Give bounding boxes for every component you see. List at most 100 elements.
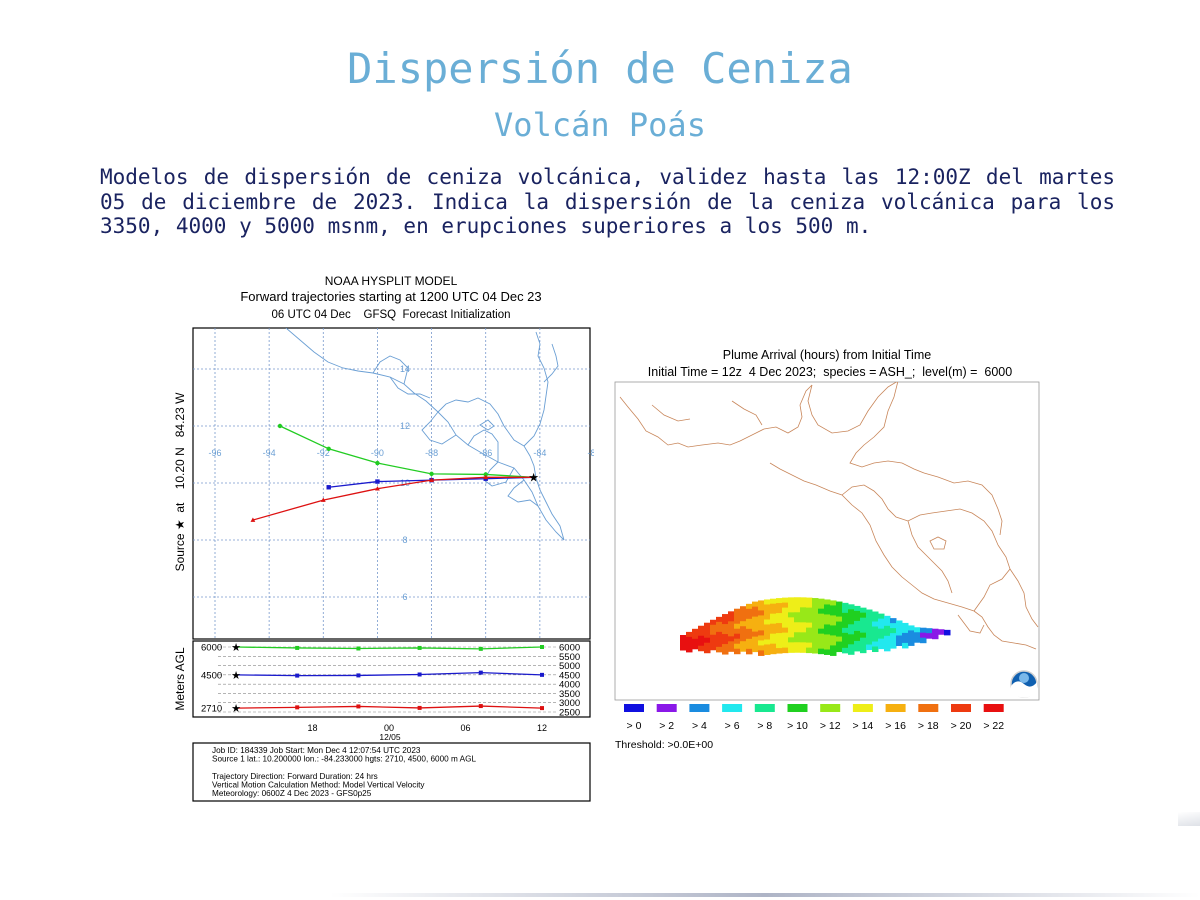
trajectory-marker [429, 477, 434, 482]
plume-cell [734, 648, 741, 655]
right-level-label: 2500 [559, 708, 580, 719]
plume-cell [716, 616, 723, 623]
plume-cell [770, 628, 777, 635]
date-label: 12/05 [379, 732, 401, 742]
lon-label: -92 [317, 448, 330, 458]
plume-cell [782, 602, 789, 609]
plume-cell [836, 636, 843, 643]
plume-cell [740, 621, 747, 627]
plume-cell [728, 626, 735, 632]
plume-cell [758, 615, 765, 621]
plume-cell [800, 602, 807, 608]
plume-cell [884, 630, 891, 637]
plume-cell [758, 605, 765, 611]
plume-cell [800, 597, 807, 603]
plume-cell [734, 628, 741, 635]
plume-cell [884, 645, 891, 652]
plume-cell [854, 610, 861, 617]
plume-cell [806, 627, 813, 634]
plume-cell [878, 633, 885, 640]
plume-cell [854, 615, 861, 622]
plume-cell [902, 637, 909, 644]
legend-swatch [754, 704, 775, 712]
plume-cell [740, 631, 747, 637]
height-star-icon: ★ [231, 703, 241, 715]
plume-coastline [619, 382, 1039, 650]
lon-label: -90 [371, 448, 384, 458]
plume-cell [782, 647, 789, 654]
plume-cell [680, 645, 687, 651]
plume-cell [848, 644, 855, 650]
plume-cell [818, 648, 825, 655]
plume-cell [854, 605, 861, 612]
plume-cell [764, 609, 771, 615]
plume-cell [884, 615, 891, 622]
plume-cell [758, 600, 765, 606]
plume-cell [860, 647, 867, 654]
plume-cell [746, 623, 753, 630]
plume-cell [812, 623, 819, 629]
plume-cell [836, 621, 843, 628]
plume-cell [848, 639, 855, 645]
lon-label: -94 [263, 448, 276, 458]
plume-cell [812, 608, 819, 614]
plume-cell [728, 611, 735, 617]
plume-cell [776, 608, 783, 614]
plume-cell [752, 626, 759, 633]
map-content [193, 328, 590, 639]
plume-cell [806, 602, 813, 609]
plume-cell [782, 627, 789, 634]
lat-label: 8 [402, 535, 407, 545]
plume-cell [872, 646, 879, 653]
plume-cell [764, 644, 771, 650]
plume-cell [782, 622, 789, 629]
plume-cell [776, 598, 783, 604]
plume-cell [860, 637, 867, 644]
plume-cell [884, 625, 891, 632]
plume-cell [824, 614, 831, 620]
plume-cell [788, 612, 795, 618]
trajectory-marker [483, 472, 488, 477]
plume-cell [836, 611, 843, 618]
plume-cell [848, 619, 855, 625]
plume-cell [848, 609, 855, 615]
legend-label: > 18 [918, 720, 939, 732]
plume-cell [764, 639, 771, 645]
plume-cell [932, 633, 939, 640]
plume-cell [782, 637, 789, 644]
plume-cell [830, 620, 837, 626]
plume-cell [860, 612, 867, 619]
plume-cell [758, 620, 765, 626]
plume-cell [914, 627, 921, 633]
noaa-logo [1010, 670, 1038, 698]
left-level-label: 4500 [201, 670, 222, 681]
plume-cell [908, 630, 915, 636]
plume-cell [728, 641, 735, 647]
plume-cell [770, 613, 777, 620]
plume-cell [830, 625, 837, 631]
plume-cell [692, 628, 699, 635]
plume-cell [866, 629, 873, 636]
plume-cell [794, 612, 801, 618]
plume-cell [854, 645, 861, 652]
plume-cell [740, 641, 747, 647]
plume-figure: Plume Arrival (hours) from Initial Time … [612, 345, 1042, 755]
plume-cell [704, 622, 711, 629]
right-level-label: 4500 [559, 670, 580, 681]
plume-cell [782, 632, 789, 639]
plume-cell [896, 630, 903, 636]
legend-label: > 10 [787, 720, 808, 732]
info-line: Trajectory Direction: Forward Duration: … [212, 772, 378, 781]
plume-cell [758, 645, 765, 651]
plume-cell [764, 649, 771, 655]
plume-cell [800, 627, 807, 633]
trajectory-line [279, 425, 534, 478]
plume-cell [836, 646, 843, 653]
plume-cell [830, 640, 837, 646]
right-level-label: 6000 [559, 643, 580, 654]
plume-cell [710, 634, 717, 641]
plume-cell [866, 624, 873, 631]
plume-cell [812, 603, 819, 609]
plume-cell [884, 620, 891, 627]
plume-cell [830, 615, 837, 621]
